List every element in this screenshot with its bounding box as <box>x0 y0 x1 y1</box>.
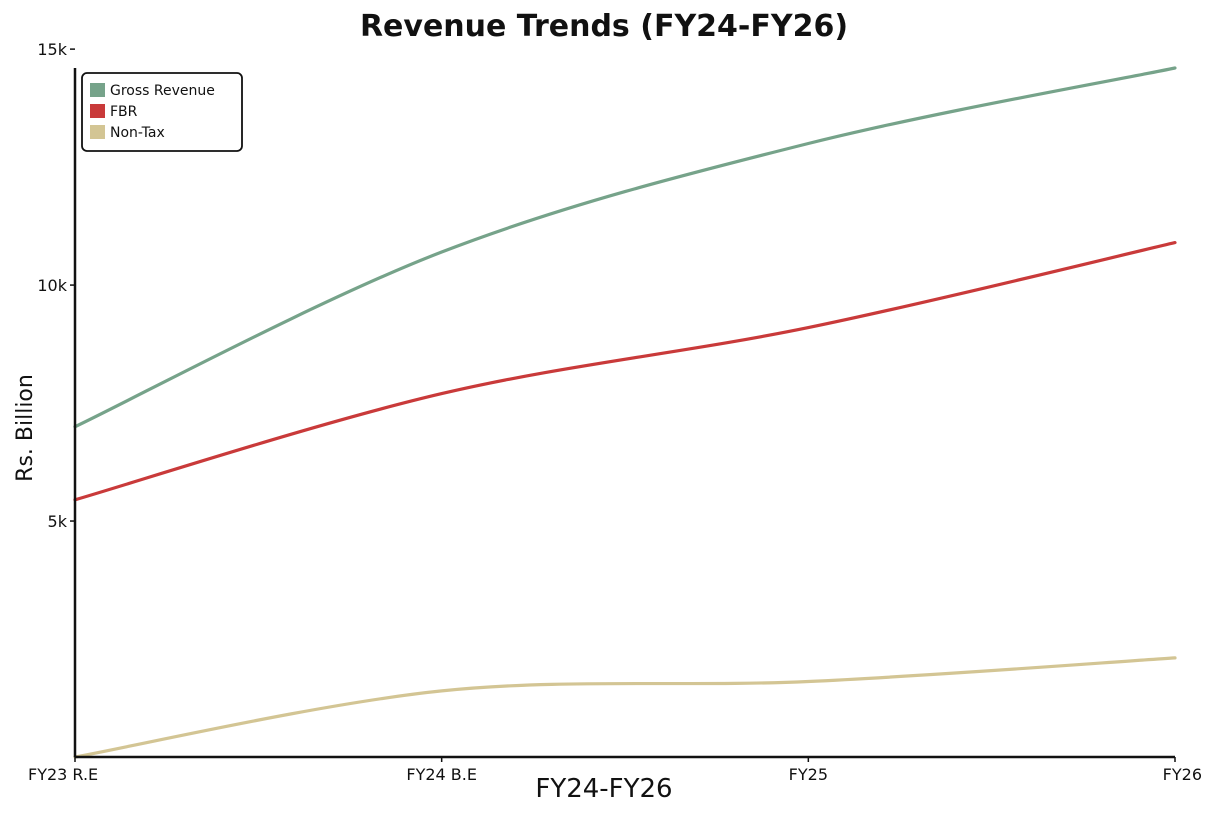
legend: Gross Revenue FBR Non-Tax <box>82 73 242 151</box>
x-tick-label: FY23 R.E <box>28 765 98 784</box>
chart-title: Revenue Trends (FY24-FY26) <box>360 9 848 44</box>
y-tick-label: 15k <box>37 40 67 59</box>
x-tick-label: FY24 B.E <box>406 765 477 784</box>
y-tick-label: 10k <box>37 276 67 295</box>
y-ticks: 5k 10k 15k <box>37 40 75 531</box>
legend-swatch-gross-revenue <box>90 83 105 97</box>
y-axis-label: Rs. Billion <box>13 374 38 482</box>
legend-label-non-tax: Non-Tax <box>110 125 165 141</box>
y-tick-label: 5k <box>48 512 68 531</box>
series-line-fbr <box>75 243 1175 500</box>
legend-swatch-fbr <box>90 104 105 118</box>
x-tick-label: FY25 <box>789 765 828 784</box>
series-layer <box>75 68 1175 757</box>
legend-label-gross-revenue: Gross Revenue <box>110 83 215 99</box>
legend-swatch-non-tax <box>90 125 105 139</box>
x-axis-label: FY24-FY26 <box>535 774 672 804</box>
series-line-non-tax <box>75 658 1175 757</box>
legend-label-fbr: FBR <box>110 104 138 120</box>
x-tick-label: FY26 <box>1163 765 1202 784</box>
